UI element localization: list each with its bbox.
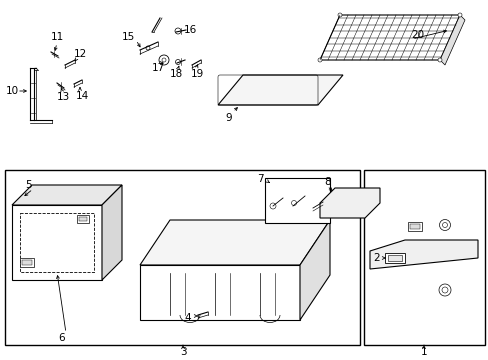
Text: 19: 19	[190, 69, 203, 79]
Polygon shape	[299, 220, 329, 320]
Circle shape	[442, 222, 447, 228]
Text: 2: 2	[373, 253, 379, 263]
Text: 12: 12	[73, 49, 86, 59]
Text: 13: 13	[56, 92, 69, 102]
Circle shape	[337, 13, 341, 17]
Polygon shape	[369, 240, 477, 269]
Polygon shape	[102, 185, 122, 280]
Text: 1: 1	[420, 347, 427, 357]
Polygon shape	[439, 15, 464, 65]
Text: 3: 3	[179, 347, 186, 357]
Text: 7: 7	[257, 174, 264, 184]
Text: 8: 8	[324, 177, 331, 187]
Polygon shape	[12, 185, 122, 205]
Polygon shape	[218, 75, 342, 105]
Text: 15: 15	[121, 32, 134, 42]
Bar	[407, 222, 421, 231]
Circle shape	[438, 284, 450, 296]
Text: 5: 5	[26, 180, 32, 190]
Polygon shape	[12, 205, 102, 280]
Circle shape	[437, 58, 441, 62]
Text: 16: 16	[183, 25, 196, 35]
Bar	[387, 255, 401, 261]
Circle shape	[439, 220, 449, 230]
Bar	[5, 170, 359, 345]
Text: 10: 10	[5, 86, 19, 96]
Text: 4: 4	[184, 313, 191, 323]
Bar	[363, 170, 484, 345]
Circle shape	[317, 58, 321, 62]
Text: 9: 9	[225, 113, 232, 123]
Text: 11: 11	[50, 32, 63, 42]
Polygon shape	[140, 220, 329, 265]
Text: 18: 18	[169, 69, 182, 79]
Bar	[264, 178, 329, 223]
Bar	[384, 253, 404, 263]
Bar	[22, 260, 32, 265]
Bar	[20, 258, 34, 267]
Text: 17: 17	[151, 63, 164, 73]
Bar	[409, 224, 419, 229]
Text: 6: 6	[59, 333, 65, 343]
Circle shape	[441, 287, 447, 293]
Polygon shape	[319, 15, 459, 60]
Bar	[79, 217, 87, 221]
Text: 14: 14	[75, 91, 88, 101]
Polygon shape	[319, 188, 379, 218]
Text: 20: 20	[410, 30, 424, 40]
Circle shape	[457, 13, 461, 17]
Bar	[77, 215, 89, 223]
Polygon shape	[140, 265, 299, 320]
